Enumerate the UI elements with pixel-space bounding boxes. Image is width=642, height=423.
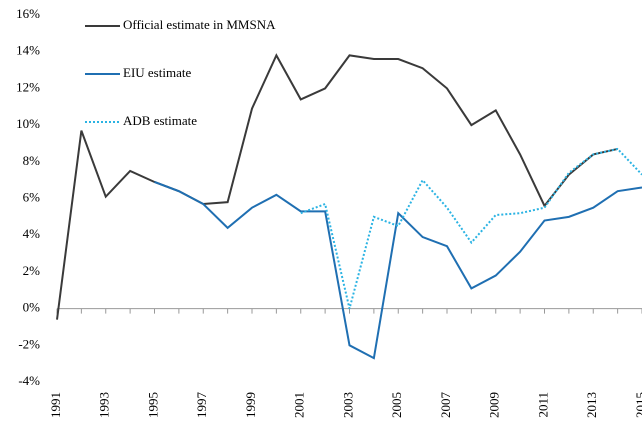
y-tick-label: 12%	[16, 79, 40, 94]
x-tick-label: 2013	[584, 392, 599, 418]
legend-label: Official estimate in MMSNA	[123, 17, 276, 32]
series-line	[56, 53, 618, 320]
series-line	[300, 147, 642, 309]
x-tick-label: 2015	[633, 392, 642, 418]
x-tick-label: 2005	[389, 392, 404, 418]
x-tick-label: 2011	[535, 392, 550, 418]
y-tick-label: 10%	[16, 116, 40, 131]
y-tick-label: -2%	[18, 336, 40, 351]
y-tick-label: 0%	[23, 300, 41, 315]
series-line	[154, 181, 642, 360]
y-tick-label: 8%	[23, 153, 41, 168]
x-tick-label: 2007	[438, 392, 453, 419]
legend-label: ADB estimate	[123, 113, 197, 128]
y-tick-label: 6%	[23, 189, 41, 204]
x-tick-label: 2009	[487, 392, 502, 418]
y-tick-label: 14%	[16, 43, 40, 58]
y-tick-label: 16%	[16, 6, 40, 21]
x-tick-label: 1991	[48, 392, 63, 418]
x-tick-label: 1999	[243, 392, 258, 418]
y-tick-label: -4%	[18, 373, 40, 388]
x-tick-label: 2003	[340, 392, 355, 418]
x-tick-label: 2001	[292, 392, 307, 418]
x-tick-label: 1997	[194, 392, 209, 419]
y-tick-label: 2%	[23, 263, 41, 278]
legend-label: EIU estimate	[123, 65, 191, 80]
x-tick-label: 1993	[97, 392, 112, 418]
x-tick-label: 1995	[145, 392, 160, 418]
y-tick-label: 4%	[23, 226, 41, 241]
